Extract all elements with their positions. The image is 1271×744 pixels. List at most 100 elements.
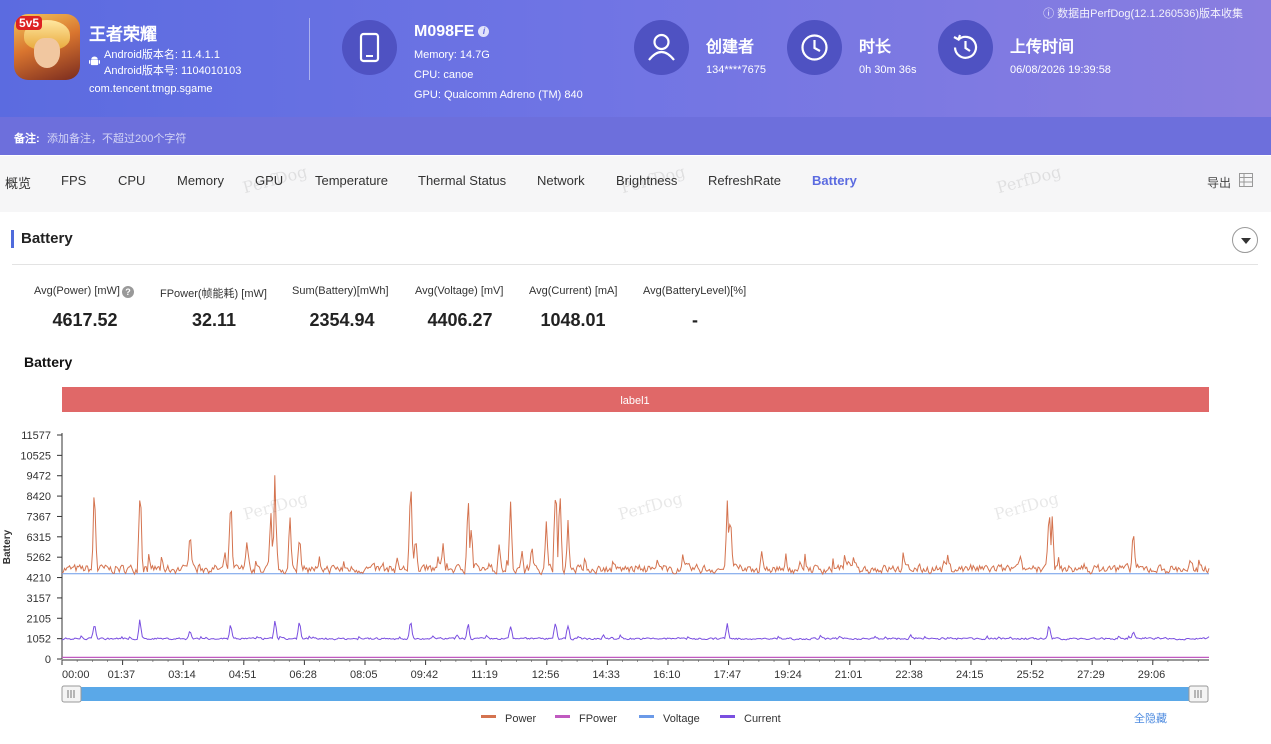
x-tick-label: 22:38: [895, 669, 923, 681]
metric-avg-current-label: Avg(Current) [mA]: [529, 285, 618, 297]
y-tick-label: 11577: [21, 430, 51, 442]
metric-fpower-label: FPower(帧能耗) [mW]: [160, 288, 267, 300]
app-version-code: Android版本号: 1104010103: [104, 65, 242, 77]
metric-avg-current-value: 1048.01: [540, 310, 606, 330]
x-tick-label: 19:24: [774, 669, 802, 681]
upload-label: 上传时间: [1010, 39, 1075, 56]
metric-avg-power-label: Avg(Power) [mW]?: [34, 285, 134, 298]
y-tick-label: 3157: [27, 593, 51, 605]
metric-label-text: Avg(Power) [mW]: [34, 285, 120, 297]
metric-tabs: 概览 FPS CPU Memory GPU Temperature Therma…: [0, 156, 1271, 212]
device-circle: [342, 20, 397, 75]
tab-thermal-status[interactable]: Thermal Status: [418, 173, 507, 188]
legend-label-voltage: Voltage: [663, 713, 700, 725]
tab-temperature[interactable]: Temperature: [315, 173, 388, 188]
x-tick-label: 14:33: [592, 669, 620, 681]
tab-memory[interactable]: Memory: [177, 173, 224, 188]
device-memory: Memory: 14.7G: [414, 49, 490, 61]
y-tick-label: 8420: [27, 491, 51, 503]
x-tick-label: 01:37: [108, 669, 136, 681]
tab-refreshrate[interactable]: RefreshRate: [708, 173, 781, 188]
app-icon-face: [34, 38, 60, 68]
series-power-line: [61, 475, 1210, 576]
chevron-down-icon: [1241, 238, 1251, 244]
section-accent: [11, 230, 14, 248]
tab-brightness[interactable]: Brightness: [616, 173, 678, 188]
y-tick-label: 5262: [27, 552, 51, 564]
tab-overview[interactable]: 概览: [5, 176, 32, 191]
chart-series: [61, 475, 1210, 658]
chart-axes: 0 1052 2105 3157 4210 5262 6315 7367 8420 9472 105…: [2, 430, 1209, 681]
remark-bar: 备注: 添加备注，不超过200个字符: [0, 117, 1271, 155]
creator-value: 134****7675: [706, 64, 766, 76]
watermark: PerfDog: [992, 488, 1060, 523]
device-cpu: CPU: canoe: [414, 69, 474, 81]
collapse-button[interactable]: [1232, 227, 1258, 253]
x-tick-label: 21:01: [835, 669, 863, 681]
tab-battery[interactable]: Battery: [812, 173, 857, 188]
y-tick-label: 1052: [27, 634, 51, 646]
chart-heading: Battery: [24, 354, 73, 370]
y-tick-label: 9472: [27, 471, 51, 483]
app-package: com.tencent.tmgp.sgame: [89, 83, 213, 95]
hide-all-button[interactable]: 全隐藏: [1134, 711, 1167, 725]
section-title: Battery: [21, 230, 73, 247]
y-tick-label: 4210: [27, 573, 51, 585]
tab-gpu[interactable]: GPU: [255, 173, 284, 188]
collect-note: ⓘ 数据由PerfDog(12.1.260536)版本收集: [1043, 8, 1243, 20]
export-table-icon[interactable]: [1239, 173, 1253, 187]
history-icon: [953, 34, 978, 59]
upload-circle: [938, 20, 993, 75]
metric-avg-voltage-value: 4406.27: [427, 310, 493, 330]
watermark: PerfDog: [616, 488, 684, 523]
tab-fps[interactable]: FPS: [61, 173, 87, 188]
x-tick-label: 12:56: [532, 669, 560, 681]
x-tick-label: 11:19: [471, 669, 498, 681]
app-name: 王者荣耀: [89, 25, 157, 44]
duration-circle: [787, 20, 842, 75]
slider-track: [68, 687, 1202, 701]
x-tick-label: 16:10: [653, 669, 681, 681]
app-icon-badge: 5v5: [16, 16, 43, 30]
y-tick-label: 0: [45, 654, 51, 666]
series-current-line: [62, 619, 1210, 641]
header-divider: [309, 18, 310, 80]
y-axis-title: Battery: [2, 529, 13, 564]
metric-avg-power-value: 4617.52: [52, 310, 118, 330]
x-tick-label: 24:15: [956, 669, 984, 681]
x-tick-label: 03:14: [168, 669, 196, 681]
range-slider[interactable]: [61, 685, 1209, 703]
tab-network[interactable]: Network: [537, 173, 585, 188]
metric-avg-voltage-label: Avg(Voltage) [mV]: [415, 285, 504, 297]
section-divider: [12, 264, 1258, 265]
creator-label: 创建者: [706, 39, 755, 56]
remark-label: 备注:: [14, 133, 40, 145]
metric-sum-battery-label: Sum(Battery)[mWh]: [292, 285, 389, 297]
x-tick-label: 08:05: [350, 669, 378, 681]
legend-swatch-fpower: [555, 715, 570, 718]
metric-fpower-value: 32.11: [191, 310, 237, 330]
export-button[interactable]: 导出: [1206, 176, 1231, 190]
phone-icon: [359, 32, 380, 63]
x-tick-label: 04:51: [229, 669, 257, 681]
label-band-text: label1: [620, 395, 649, 407]
y-tick-label: 6315: [27, 532, 51, 544]
tab-cpu[interactable]: CPU: [118, 173, 146, 188]
app-version-name: Android版本名: 11.4.1.1: [104, 49, 220, 61]
label-band: [62, 387, 1209, 412]
device-info-icon[interactable]: i: [478, 26, 490, 37]
duration-value: 0h 30m 36s: [859, 64, 917, 76]
y-tick-label: 2105: [27, 613, 51, 625]
legend-swatch-voltage: [639, 715, 654, 718]
remark-input[interactable]: 添加备注，不超过200个字符: [47, 133, 187, 145]
x-tick-label: 17:47: [714, 669, 742, 681]
chart-legend: Power FPower Voltage Current: [481, 713, 781, 725]
x-tick-label: 09:42: [411, 669, 439, 681]
chart-watermarks: PerfDog PerfDog PerfDog: [241, 488, 1060, 523]
help-icon[interactable]: ?: [121, 286, 134, 298]
watermark: PerfDog: [994, 161, 1064, 198]
device-name: M098FE: [414, 23, 475, 40]
legend-label-current: Current: [744, 713, 781, 725]
metric-sum-battery-value: 2354.94: [309, 310, 375, 330]
legend-label-power: Power: [505, 713, 537, 725]
